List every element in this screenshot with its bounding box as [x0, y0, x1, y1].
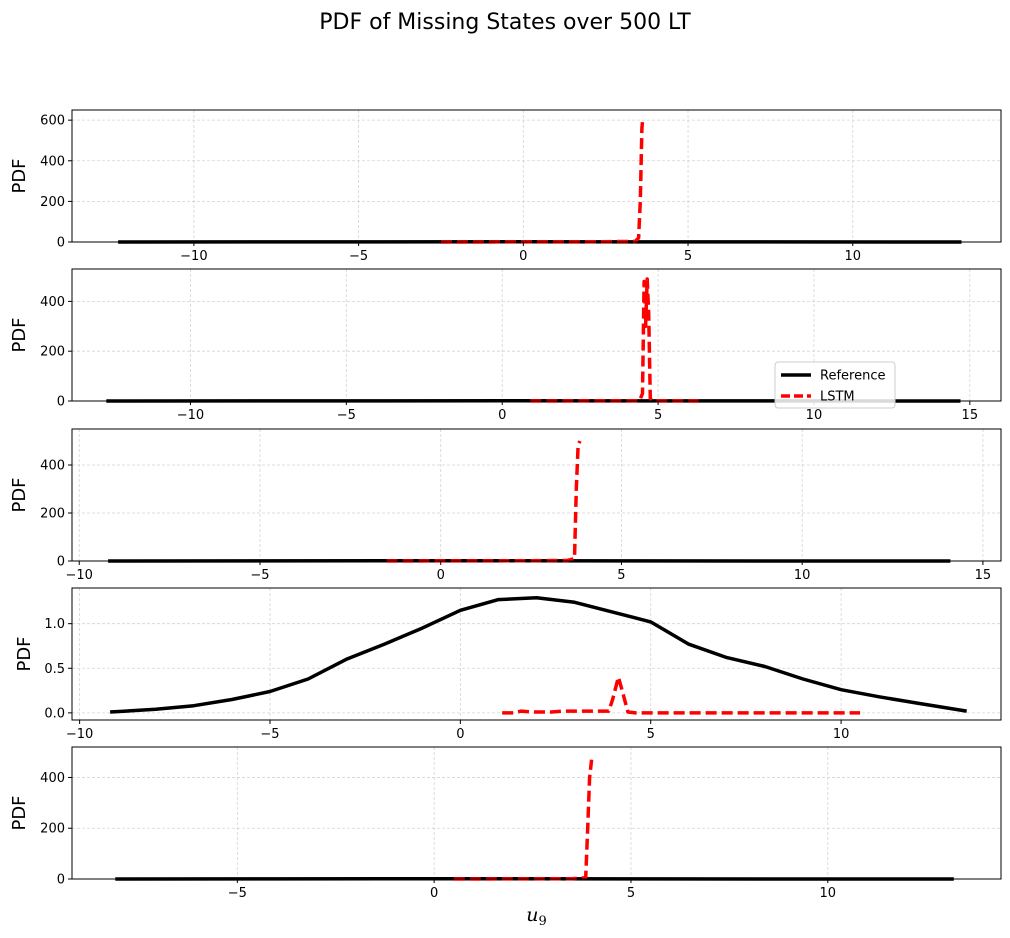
- x-axis-label: u9: [526, 904, 547, 929]
- y-tick-label: 400: [40, 154, 65, 169]
- series-lstm-line: [440, 120, 645, 244]
- x-tick-label: 0: [456, 727, 464, 742]
- x-tick-label: −5: [228, 886, 247, 901]
- x-tick-label: −5: [337, 408, 356, 423]
- x-tick-label: 15: [962, 408, 979, 423]
- x-tick-label: 10: [794, 568, 811, 583]
- axes-frame: [71, 746, 1002, 880]
- axes-panel-1: −10 −5 0 5 10 0 200 400 600 PDF: [9, 109, 1002, 264]
- x-tick-label: 10: [833, 727, 850, 742]
- y-axis-label: PDF: [9, 477, 30, 512]
- x-tick-label: −5: [349, 249, 368, 264]
- y-tick-label: 0: [57, 236, 65, 251]
- x-tick-label: 5: [617, 568, 625, 583]
- series-lstm-line: [386, 440, 582, 563]
- x-tick-label: −10: [66, 727, 93, 742]
- y-axis-label: PDF: [9, 158, 30, 193]
- y-tick-label: 0: [57, 873, 65, 888]
- axes-frame: [71, 428, 1002, 562]
- x-tick-label: 0: [498, 408, 506, 423]
- x-tick-label: −5: [260, 727, 279, 742]
- x-tick-label: 10: [820, 886, 837, 901]
- y-tick-label: 400: [40, 459, 65, 474]
- axes-panel-4: −10 −5 0 5 10 0.0 0.5 1.0 PDF: [14, 587, 1002, 742]
- axes-panel-5: −5 0 5 10 0 200 400 PDF u9: [9, 746, 1002, 929]
- series-lstm-line: [530, 277, 699, 403]
- x-tick-label: 15: [975, 568, 992, 583]
- y-tick-label: 1.0: [44, 617, 65, 632]
- axes-frame: [71, 268, 1002, 402]
- axes-panel-2: −10 −5 0 5 10 15 0 200 400 PDF Reference LSTM: [9, 268, 1002, 423]
- x-tick-label: −10: [180, 249, 207, 264]
- y-tick-label: 600: [40, 114, 65, 129]
- x-tick-label: −10: [66, 568, 93, 583]
- series-reference-line: [109, 596, 967, 714]
- y-tick-label: 200: [40, 195, 65, 210]
- x-tick-label: 0: [519, 249, 527, 264]
- x-tick-label: 5: [647, 727, 655, 742]
- y-tick-label: 0: [57, 555, 65, 570]
- y-tick-label: 200: [40, 822, 65, 837]
- x-tick-label: 0: [430, 886, 438, 901]
- y-tick-label: 200: [40, 345, 65, 360]
- x-tick-label: −10: [177, 408, 204, 423]
- y-axis-label: PDF: [9, 317, 30, 352]
- y-tick-label: 0: [57, 395, 65, 410]
- y-tick-label: 400: [40, 771, 65, 786]
- y-tick-label: 200: [40, 507, 65, 522]
- y-tick-label: 400: [40, 295, 65, 310]
- x-tick-label: 5: [654, 408, 662, 423]
- legend-reference-label: Reference: [820, 369, 885, 384]
- figure-title: PDF of Missing States over 500 LT: [319, 10, 691, 35]
- y-axis-label: PDF: [9, 795, 30, 830]
- legend-lstm-label: LSTM: [820, 390, 855, 405]
- axes-frame: [71, 587, 1002, 721]
- x-tick-label: 10: [806, 408, 823, 423]
- legend: Reference LSTM: [774, 361, 896, 409]
- axes-frame: [71, 109, 1002, 243]
- x-tick-label: 5: [627, 886, 635, 901]
- series-lstm-line: [502, 675, 861, 715]
- y-tick-label: 0.5: [44, 662, 65, 677]
- series-lstm-line: [453, 759, 594, 881]
- y-axis-label: PDF: [14, 636, 35, 671]
- x-tick-label: 10: [844, 249, 861, 264]
- axes-panel-3: −10 −5 0 5 10 15 0 200 400 PDF: [9, 428, 1002, 583]
- x-tick-label: 5: [684, 249, 692, 264]
- x-tick-label: 0: [437, 568, 445, 583]
- x-tick-label: −5: [250, 568, 269, 583]
- y-tick-label: 0.0: [44, 706, 65, 721]
